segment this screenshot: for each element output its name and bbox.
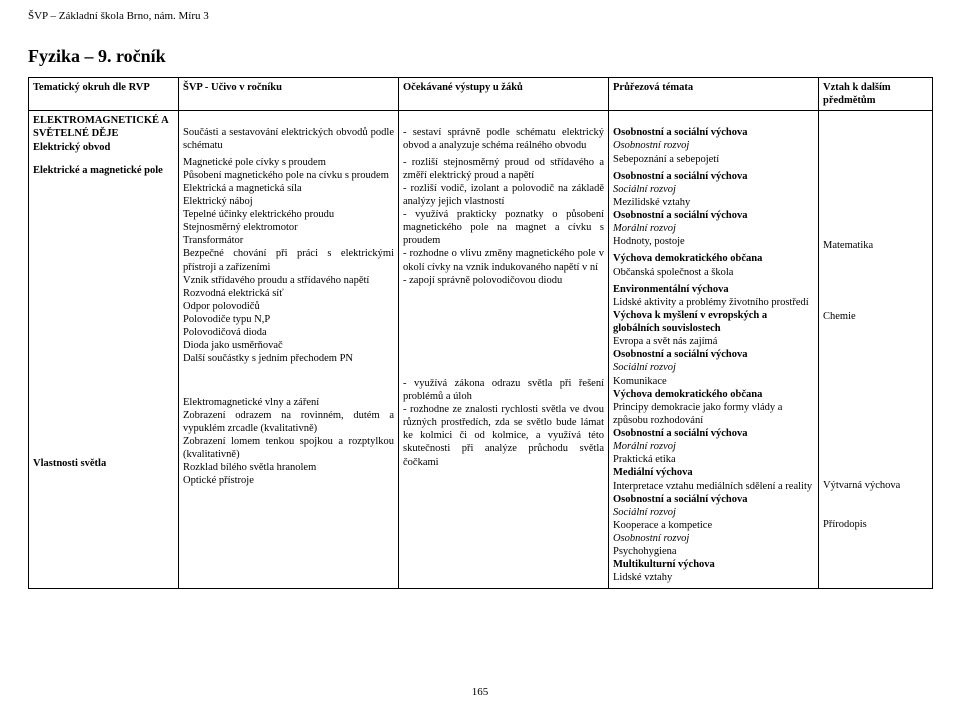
vystup-line: - rozhodne ze znalosti rychlosti světla … (403, 403, 604, 469)
table-header-row: Tematický okruh dle RVP ŠVP - Učivo v ro… (29, 78, 933, 111)
theme-title: Osobnostní a sociální výchova (613, 427, 814, 440)
theme-sub: Morální rozvoj (613, 222, 814, 235)
document-header: ŠVP – Základní škola Brno, nám. Míru 3 (28, 10, 932, 22)
theme-item: Lidské aktivity a problémy životního pro… (613, 296, 814, 309)
col-header-2: Očekávané výstupy u žáků (399, 78, 609, 111)
theme-item: Mezilidské vztahy (613, 196, 814, 209)
theme-sub: Osobnostní rozvoj (613, 139, 814, 152)
vystup-line: - rozliší vodič, izolant a polovodič na … (403, 182, 604, 208)
ucivo-line: Působení magnetického pole na cívku s pr… (183, 169, 394, 182)
col-header-0: Tematický okruh dle RVP (29, 78, 179, 111)
ucivo-line: Vznik střídavého proudu a střídavého nap… (183, 274, 394, 287)
theme-title: Výchova k myšlení v evropských a globáln… (613, 309, 814, 335)
theme-sub: Sociální rozvoj (613, 506, 814, 519)
theme-title: Osobnostní a sociální výchova (613, 209, 814, 222)
table-content-row: ELEKTROMAGNETICKÉ A SVĚTELNÉ DĚJE Elektr… (29, 111, 933, 588)
theme-item: Kooperace a kompetice (613, 519, 814, 532)
theme-item: Praktická etika (613, 453, 814, 466)
ucivo-line: Magnetické pole cívky s proudem (183, 156, 394, 169)
ucivo-line: Optické přístroje (183, 474, 394, 487)
ucivo-line: Tepelné účinky elektrického proudu (183, 208, 394, 221)
theme-title: Environmentální výchova (613, 283, 814, 296)
theme-title: Multikulturní výchova (613, 558, 814, 571)
col-header-3: Průřezová témata (609, 78, 819, 111)
ucivo-line: Zobrazení lomem tenkou spojkou a rozptyl… (183, 435, 394, 461)
theme-title: Osobnostní a sociální výchova (613, 126, 814, 139)
theme-title: Osobnostní a sociální výchova (613, 348, 814, 361)
themes-cell: Osobnostní a sociální výchova Osobnostní… (609, 111, 819, 588)
theme-title: Osobnostní a sociální výchova (613, 170, 814, 183)
vystup-line: - využívá prakticky poznatky o působení … (403, 208, 604, 247)
theme-item: Interpretace vztahu mediálních sdělení a… (613, 480, 814, 493)
ucivo-line: Dioda jako usměrňovač (183, 339, 394, 352)
ucivo-line: Polovodiče typu N,P (183, 313, 394, 326)
theme-item: Evropa a svět nás zajímá (613, 335, 814, 348)
subject-link: Výtvarná výchova (823, 479, 928, 492)
vystup-line: - využívá zákona odrazu světla při řešen… (403, 377, 604, 403)
vystupy-cell: - sestaví správně podle schématu elektri… (399, 111, 609, 588)
theme-sub: Morální rozvoj (613, 440, 814, 453)
col-header-1: ŠVP - Učivo v ročníku (179, 78, 399, 111)
topic-group: ELEKTROMAGNETICKÉ A SVĚTELNÉ DĚJE (33, 114, 174, 140)
ucivo-line: Další součástky s jedním přechodem PN (183, 352, 394, 365)
topic-2: Elektrické a magnetické pole (33, 164, 174, 177)
subject-link: Chemie (823, 310, 928, 323)
ucivo-line: Součásti a sestavování elektrických obvo… (183, 126, 394, 152)
vystup-line: - rozliší stejnosměrný proud od střídavé… (403, 156, 604, 182)
topic-1: Elektrický obvod (33, 141, 174, 154)
theme-title: Výchova demokratického občana (613, 388, 814, 401)
theme-item: Lidské vztahy (613, 571, 814, 584)
ucivo-line: Stejnosměrný elektromotor (183, 221, 394, 234)
ucivo-line: Rozklad bílého světla hranolem (183, 461, 394, 474)
vystup-line: - zapojí správně polovodičovou diodu (403, 274, 604, 287)
page-number: 165 (472, 686, 489, 698)
theme-title: Mediální výchova (613, 466, 814, 479)
col-header-4: Vztah k dalším předmětům (819, 78, 933, 111)
subject-link: Matematika (823, 239, 928, 252)
topic-cell: ELEKTROMAGNETICKÉ A SVĚTELNÉ DĚJE Elektr… (29, 111, 179, 588)
ucivo-line: Rozvodná elektrická síť (183, 287, 394, 300)
topic-3: Vlastnosti světla (33, 457, 174, 470)
ucivo-cell: Součásti a sestavování elektrických obvo… (179, 111, 399, 588)
ucivo-line: Elektromagnetické vlny a záření (183, 396, 394, 409)
ucivo-line: Odpor polovodičů (183, 300, 394, 313)
theme-item: Psychohygiena (613, 545, 814, 558)
theme-item: Občanská společnost a škola (613, 266, 814, 279)
curriculum-table: Tematický okruh dle RVP ŠVP - Učivo v ro… (28, 77, 933, 589)
ucivo-line: Elektrická a magnetická síla (183, 182, 394, 195)
subjects-cell: Matematika Chemie Výtvarná výchova Příro… (819, 111, 933, 588)
subject-link: Přírodopis (823, 518, 928, 531)
theme-title: Výchova demokratického občana (613, 252, 814, 265)
vystup-line: - rozhodne o vlivu změny magnetického po… (403, 247, 604, 273)
vystup-line: - sestaví správně podle schématu elektri… (403, 126, 604, 152)
ucivo-line: Zobrazení odrazem na rovinném, dutém a v… (183, 409, 394, 435)
theme-title: Osobnostní a sociální výchova (613, 493, 814, 506)
page-title: Fyzika – 9. ročník (28, 46, 932, 67)
theme-sub: Sociální rozvoj (613, 183, 814, 196)
ucivo-line: Bezpečné chování při práci s elektrickým… (183, 247, 394, 273)
theme-item: Principy demokracie jako formy vlády a z… (613, 401, 814, 427)
theme-item: Komunikace (613, 375, 814, 388)
ucivo-line: Polovodičová dioda (183, 326, 394, 339)
theme-sub: Osobnostní rozvoj (613, 532, 814, 545)
ucivo-line: Elektrický náboj (183, 195, 394, 208)
theme-item: Hodnoty, postoje (613, 235, 814, 248)
theme-sub: Sociální rozvoj (613, 361, 814, 374)
ucivo-line: Transformátor (183, 234, 394, 247)
theme-item: Sebepoznání a sebepojetí (613, 153, 814, 166)
